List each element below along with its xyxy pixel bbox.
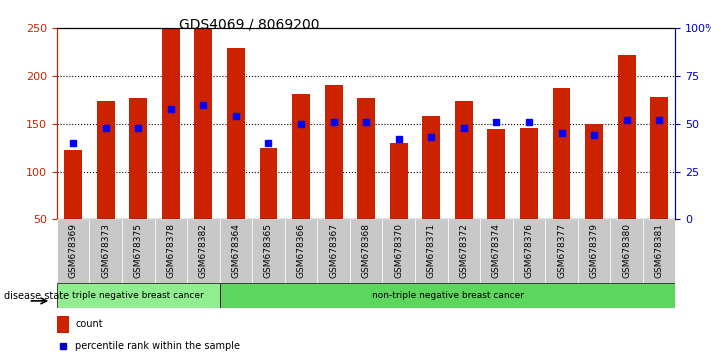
Bar bbox=[651, 97, 668, 219]
Bar bbox=[97, 101, 114, 219]
FancyBboxPatch shape bbox=[610, 219, 643, 283]
Text: GSM678381: GSM678381 bbox=[655, 223, 663, 278]
Bar bbox=[455, 101, 473, 219]
Text: GSM678382: GSM678382 bbox=[199, 223, 208, 278]
Text: GSM678364: GSM678364 bbox=[232, 223, 240, 278]
Bar bbox=[488, 129, 506, 219]
FancyBboxPatch shape bbox=[220, 219, 252, 283]
FancyBboxPatch shape bbox=[350, 219, 383, 283]
Bar bbox=[422, 116, 440, 219]
Text: GSM678378: GSM678378 bbox=[166, 223, 176, 278]
Text: GSM678368: GSM678368 bbox=[362, 223, 370, 278]
Text: GSM678371: GSM678371 bbox=[427, 223, 436, 278]
Bar bbox=[325, 85, 343, 219]
Text: triple negative breast cancer: triple negative breast cancer bbox=[73, 291, 204, 300]
FancyBboxPatch shape bbox=[415, 219, 447, 283]
Text: GSM678370: GSM678370 bbox=[394, 223, 403, 278]
FancyBboxPatch shape bbox=[513, 219, 545, 283]
FancyBboxPatch shape bbox=[220, 283, 675, 308]
Bar bbox=[57, 316, 69, 333]
Text: GSM678373: GSM678373 bbox=[101, 223, 110, 278]
Bar bbox=[260, 148, 277, 219]
Bar bbox=[552, 87, 570, 219]
Text: GSM678374: GSM678374 bbox=[492, 223, 501, 278]
FancyBboxPatch shape bbox=[317, 219, 350, 283]
Text: percentile rank within the sample: percentile rank within the sample bbox=[75, 341, 240, 350]
FancyBboxPatch shape bbox=[57, 219, 90, 283]
Bar bbox=[227, 48, 245, 219]
FancyBboxPatch shape bbox=[383, 219, 415, 283]
Text: GSM678380: GSM678380 bbox=[622, 223, 631, 278]
FancyBboxPatch shape bbox=[154, 219, 187, 283]
Bar bbox=[194, 0, 213, 219]
FancyBboxPatch shape bbox=[285, 219, 317, 283]
Text: GSM678372: GSM678372 bbox=[459, 223, 469, 278]
FancyBboxPatch shape bbox=[57, 283, 220, 308]
Text: GSM678376: GSM678376 bbox=[525, 223, 533, 278]
Text: count: count bbox=[75, 319, 103, 329]
Text: GSM678365: GSM678365 bbox=[264, 223, 273, 278]
FancyBboxPatch shape bbox=[90, 219, 122, 283]
Bar bbox=[618, 55, 636, 219]
Text: GDS4069 / 8069200: GDS4069 / 8069200 bbox=[178, 18, 319, 32]
Text: GSM678369: GSM678369 bbox=[69, 223, 77, 278]
FancyBboxPatch shape bbox=[187, 219, 220, 283]
Text: GSM678367: GSM678367 bbox=[329, 223, 338, 278]
Bar bbox=[292, 94, 310, 219]
Bar bbox=[357, 98, 375, 219]
Text: GSM678366: GSM678366 bbox=[296, 223, 306, 278]
Text: disease state: disease state bbox=[4, 291, 69, 301]
FancyBboxPatch shape bbox=[480, 219, 513, 283]
Bar bbox=[129, 98, 147, 219]
Bar bbox=[162, 19, 180, 219]
FancyBboxPatch shape bbox=[252, 219, 285, 283]
Text: GSM678379: GSM678379 bbox=[589, 223, 599, 278]
Text: GSM678377: GSM678377 bbox=[557, 223, 566, 278]
FancyBboxPatch shape bbox=[545, 219, 578, 283]
Text: non-triple negative breast cancer: non-triple negative breast cancer bbox=[372, 291, 523, 300]
FancyBboxPatch shape bbox=[643, 219, 675, 283]
Text: GSM678375: GSM678375 bbox=[134, 223, 143, 278]
Bar bbox=[520, 128, 538, 219]
Bar bbox=[585, 124, 603, 219]
Bar bbox=[64, 150, 82, 219]
FancyBboxPatch shape bbox=[122, 219, 154, 283]
FancyBboxPatch shape bbox=[447, 219, 480, 283]
Bar bbox=[390, 143, 407, 219]
FancyBboxPatch shape bbox=[578, 219, 610, 283]
